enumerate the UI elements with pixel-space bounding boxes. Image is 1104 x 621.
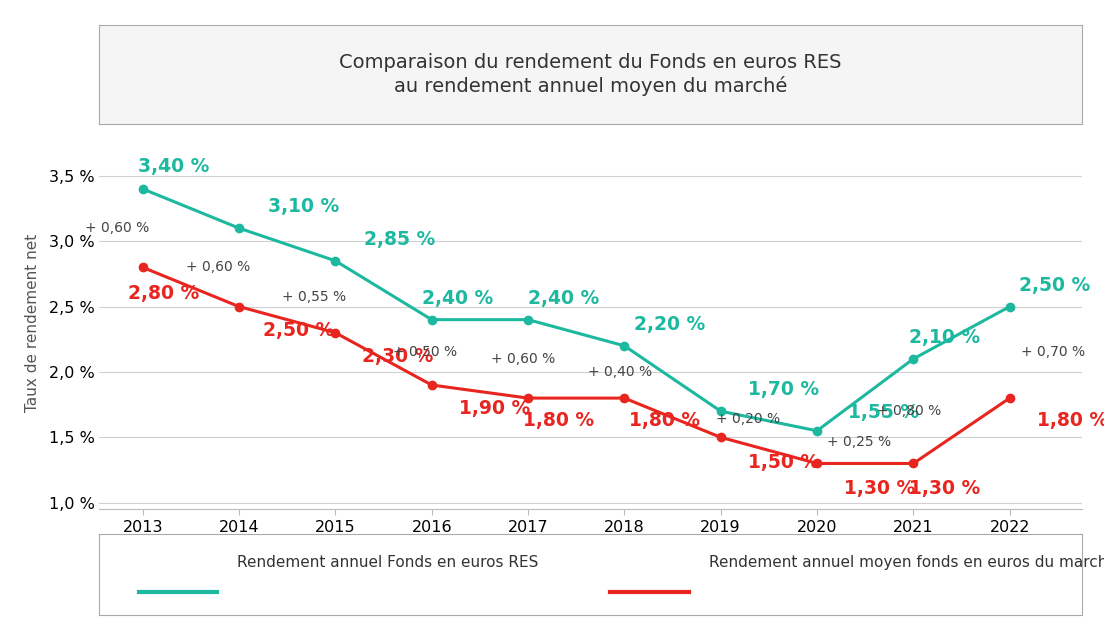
Text: + 0,70 %: + 0,70 % <box>1021 345 1085 360</box>
Y-axis label: Taux de rendement net: Taux de rendement net <box>25 233 40 412</box>
Text: + 0,60 %: + 0,60 % <box>187 260 251 274</box>
Text: 1,90 %: 1,90 % <box>458 399 530 419</box>
Text: 2,40 %: 2,40 % <box>422 289 493 308</box>
Text: + 0,50 %: + 0,50 % <box>393 345 457 360</box>
Text: 2,50 %: 2,50 % <box>263 321 335 340</box>
Text: 1,30 %: 1,30 % <box>843 479 915 498</box>
Text: + 0,60 %: + 0,60 % <box>491 352 555 366</box>
Text: + 0,25 %: + 0,25 % <box>827 435 891 449</box>
Text: + 0,60 %: + 0,60 % <box>85 221 149 235</box>
Text: 2,50 %: 2,50 % <box>1019 276 1091 295</box>
Text: + 0,80 %: + 0,80 % <box>877 404 941 418</box>
Text: + 0,55 %: + 0,55 % <box>283 290 347 304</box>
Text: 1,55 %: 1,55 % <box>848 402 919 422</box>
Text: 3,10 %: 3,10 % <box>268 197 339 216</box>
Text: Comparaison du rendement du Fonds en euros RES
au rendement annuel moyen du marc: Comparaison du rendement du Fonds en eur… <box>339 53 842 96</box>
Text: 1,80 %: 1,80 % <box>523 411 594 430</box>
Text: 3,40 %: 3,40 % <box>138 157 210 176</box>
Text: 2,30 %: 2,30 % <box>362 347 434 366</box>
Text: + 0,20 %: + 0,20 % <box>715 412 781 426</box>
Text: 2,85 %: 2,85 % <box>364 230 435 249</box>
Text: 1,70 %: 1,70 % <box>747 381 819 399</box>
Text: + 0,40 %: + 0,40 % <box>587 365 651 379</box>
Text: 2,10 %: 2,10 % <box>909 328 979 347</box>
Text: 2,80 %: 2,80 % <box>128 284 200 303</box>
Text: Rendement annuel Fonds en euros RES: Rendement annuel Fonds en euros RES <box>237 555 539 570</box>
Text: 1,80 %: 1,80 % <box>629 411 700 430</box>
Text: 1,50 %: 1,50 % <box>747 453 819 472</box>
Text: Rendement annuel moyen fonds en euros du marché: Rendement annuel moyen fonds en euros du… <box>709 555 1104 570</box>
Text: 2,20 %: 2,20 % <box>634 315 705 334</box>
Text: 1,30 %: 1,30 % <box>909 479 979 498</box>
Text: 1,80 %: 1,80 % <box>1037 411 1104 430</box>
Text: 2,40 %: 2,40 % <box>528 289 599 308</box>
